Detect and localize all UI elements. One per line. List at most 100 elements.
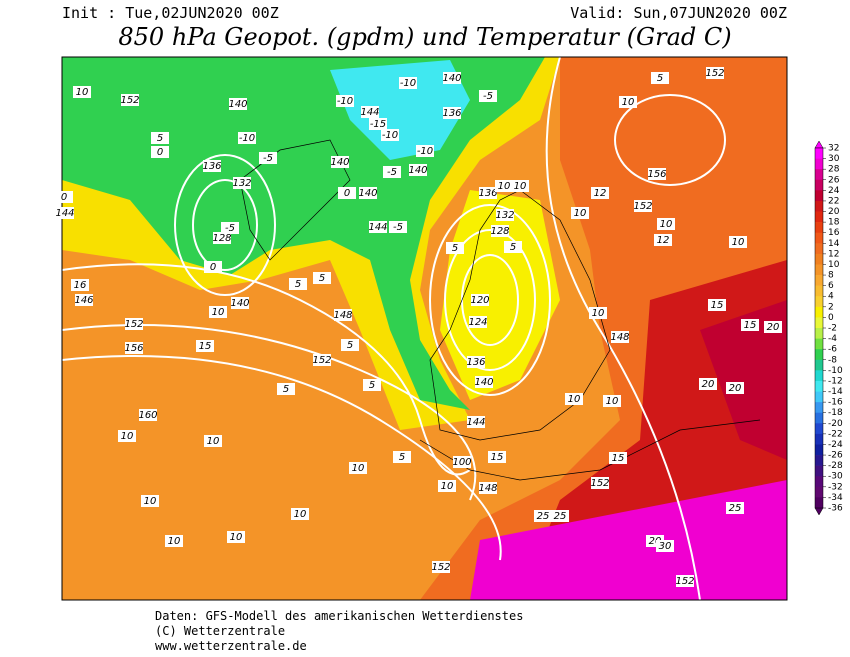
contour-label: 25 (729, 503, 742, 514)
contour-label: 25 (554, 511, 567, 522)
colorbar-label: -6 (828, 345, 837, 355)
contour-label-box (706, 67, 724, 79)
contour-label-box (363, 379, 381, 391)
colorbar-label: 12 (828, 249, 839, 259)
contour-label: 152 (675, 576, 694, 587)
colorbar-band (815, 370, 823, 382)
colorbar-band (815, 391, 823, 403)
contour-label-box (708, 299, 726, 311)
colorbar-label: -36 (828, 504, 843, 514)
colorbar-label: 4 (828, 292, 834, 302)
contour-label-box (204, 435, 222, 447)
contour-label: 10 (207, 436, 220, 447)
contour-label-box (471, 294, 489, 306)
contour-label-box (432, 561, 450, 573)
contour-label: 146 (74, 295, 93, 306)
contour-label-box (488, 451, 506, 463)
footer-copyright: (C) Wetterzentrale (155, 624, 285, 638)
contour-label: 10 (441, 481, 454, 492)
colorbar-band (815, 243, 823, 255)
contour-label: -10 (400, 78, 416, 89)
colorbar-band (815, 423, 823, 435)
contour-label: 124 (468, 317, 487, 328)
contour-label-box (349, 462, 367, 474)
contour-label: 10 (514, 181, 527, 192)
contour-label-box (75, 294, 93, 306)
contour-label-box (475, 376, 493, 388)
contour-label-box (504, 241, 522, 253)
contour-label-box (238, 132, 256, 144)
colorbar-band (815, 497, 823, 509)
contour-label-box (369, 118, 387, 130)
contour-label: 5 (399, 452, 405, 463)
contour-label: 152 (590, 478, 609, 489)
contour-label: 5 (157, 133, 163, 144)
colorbar-band (815, 317, 823, 329)
contour-label-box (289, 278, 307, 290)
contour-label-box (479, 90, 497, 102)
map (62, 57, 787, 600)
contour-label: 10 (76, 87, 89, 98)
contour-label-box (151, 146, 169, 158)
contour-label-box (204, 261, 222, 273)
contour-label: 5 (283, 384, 289, 395)
contour-label-box (495, 180, 513, 192)
contour-label-box (203, 160, 221, 172)
map-frame (61, 56, 788, 601)
colorbar-label: 2 (828, 302, 834, 312)
contour-label: 160 (138, 410, 157, 421)
contour-label: 136 (466, 357, 485, 368)
contour-label-box (654, 234, 672, 246)
colorbar-label: 8 (828, 271, 834, 281)
contour-label-box (313, 272, 331, 284)
contour-label: -10 (417, 146, 433, 157)
contour-label: 10 (168, 536, 181, 547)
contour-label-box (469, 316, 487, 328)
colorbar-band (815, 285, 823, 297)
contour-label-box (125, 342, 143, 354)
colorbar-label: -22 (828, 429, 843, 439)
contour-label: 25 (537, 511, 550, 522)
contour-label: 10 (568, 394, 581, 405)
contour-label-box (609, 452, 627, 464)
colorbar-label: 26 (828, 175, 840, 185)
contour-label-box (656, 540, 674, 552)
colorbar-band (815, 211, 823, 223)
colorbar-label: 30 (828, 154, 840, 164)
contour-label: 15 (199, 341, 212, 352)
contour-label: -5 (387, 167, 397, 178)
colorbar-label: -12 (828, 376, 843, 386)
colorbar-label: -2 (828, 324, 837, 334)
contour-label: 136 (442, 108, 461, 119)
contour-label-box (383, 166, 401, 178)
contour-label-box (233, 177, 251, 189)
colorbar-band (815, 232, 823, 244)
contour-label: 10 (212, 307, 225, 318)
contour-label-box (551, 510, 569, 522)
colorbar-band (815, 148, 823, 159)
contour-label-box (196, 340, 214, 352)
colorbar-band (815, 349, 823, 361)
contour-label: 152 (120, 95, 139, 106)
colorbar-label: 28 (828, 165, 840, 175)
colorbar-band (815, 275, 823, 286)
contour-label: 156 (124, 343, 143, 354)
colorbar-label: -8 (828, 355, 837, 365)
contour-label: 20 (767, 322, 780, 333)
contour-label: 10 (622, 97, 635, 108)
contour-label-box (381, 129, 399, 141)
colorbar-label: 32 (828, 144, 839, 154)
contour-label: 10 (498, 181, 511, 192)
contour-label: -5 (393, 222, 403, 233)
contour-label: 10 (732, 237, 745, 248)
contour-label: 132 (495, 210, 514, 221)
footer-url: www.wetterzentrale.de (155, 639, 307, 653)
contour-label: 144 (368, 222, 387, 233)
contour-label: 5 (347, 340, 353, 351)
contour-label: 136 (478, 188, 497, 199)
contour-label-box (634, 200, 652, 212)
contour-label: 20 (729, 383, 742, 394)
contour-label: -10 (382, 130, 398, 141)
colorbar-label: -28 (828, 461, 843, 471)
